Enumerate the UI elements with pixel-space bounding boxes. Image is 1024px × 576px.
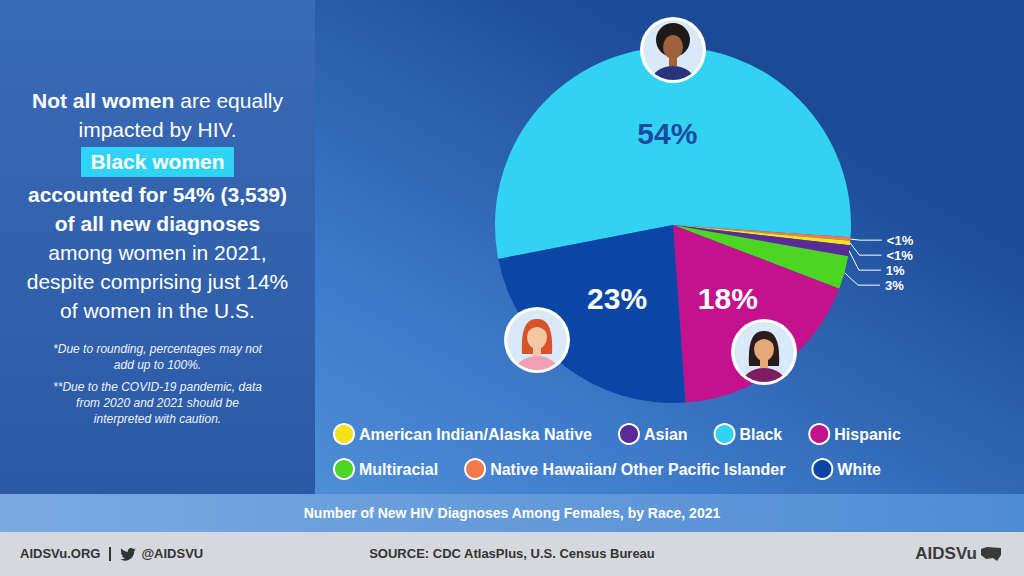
svg-text:Black: Black xyxy=(740,426,783,443)
svg-text:54%: 54% xyxy=(637,117,697,150)
svg-text:White: White xyxy=(837,461,881,478)
svg-text:23%: 23% xyxy=(587,282,647,315)
html-text:among women in 2021, despite c: among women in 2021, despite comprising … xyxy=(26,241,289,322)
html-text:*Due to rounding, percentages: *Due to rounding, percentages may not ad… xyxy=(53,342,262,372)
html-text:**Due to the COVID-19 pandemic: **Due to the COVID-19 pandemic, data fro… xyxy=(53,380,262,426)
html-text:AIDSVu.ORG: AIDSVu.ORG xyxy=(20,546,101,561)
svg-text:Multiracial: Multiracial xyxy=(359,461,438,478)
svg-text:18%: 18% xyxy=(698,282,758,315)
svg-text:1%: 1% xyxy=(886,263,905,278)
html-text:Number of New HIV Diagnoses Am: Number of New HIV Diagnoses Among Female… xyxy=(303,505,721,521)
html-text:Not all women are equally impa: Not all women are equally impacted by HI… xyxy=(32,89,283,141)
svg-text:American Indian/Alaska Native: American Indian/Alaska Native xyxy=(359,426,592,443)
html-text:Black women: Black women xyxy=(90,150,225,173)
svg-text:Native Hawaiian/ Other Pacific: Native Hawaiian/ Other Pacific Islander xyxy=(490,461,785,478)
svg-text:3%: 3% xyxy=(885,278,904,293)
svg-text:Asian: Asian xyxy=(644,426,688,443)
svg-text:<1%: <1% xyxy=(886,248,913,263)
html-text:SOURCE: CDC AtlasPlus, U.S. Ce: SOURCE: CDC AtlasPlus, U.S. Census Burea… xyxy=(369,546,655,561)
html-text:@AIDSVU: @AIDSVU xyxy=(141,546,204,561)
html-text:AIDSVu: AIDSVu xyxy=(915,544,977,563)
svg-text:Hispanic: Hispanic xyxy=(834,426,901,443)
html-text:accounted for 54% (3,539) of a: accounted for 54% (3,539) of all new dia… xyxy=(28,183,287,235)
svg-text:<1%: <1% xyxy=(887,233,914,248)
